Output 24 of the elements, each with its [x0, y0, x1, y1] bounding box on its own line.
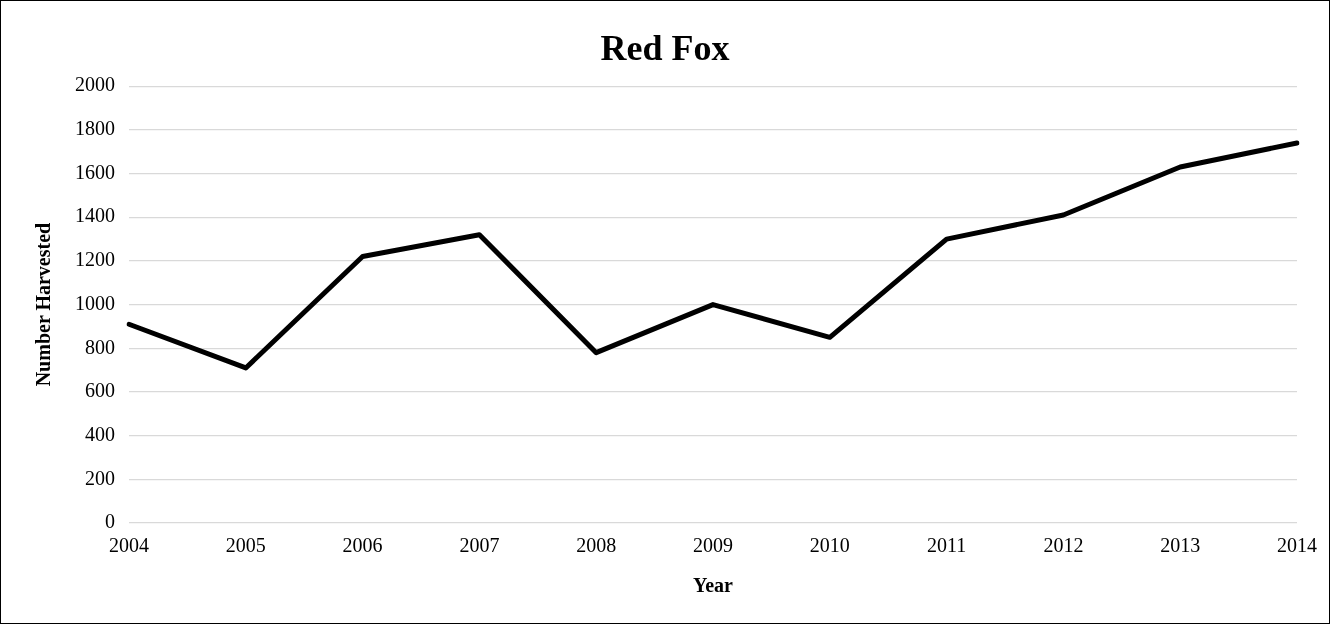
- y-tick-label: 2000: [75, 73, 115, 96]
- y-tick-label: 1200: [75, 248, 115, 271]
- chart-title: Red Fox: [600, 27, 730, 68]
- y-tick-label: 1800: [75, 117, 115, 140]
- x-tick-label: 2008: [576, 534, 617, 557]
- y-tick-label: 1600: [75, 160, 115, 183]
- x-tick-label: 2010: [809, 534, 850, 557]
- x-tick-label: 2007: [459, 534, 500, 557]
- y-tick-label: 200: [85, 466, 115, 489]
- x-tick-label: 2013: [1160, 534, 1201, 557]
- y-axis-title: Number Harvested: [32, 222, 55, 387]
- x-tick-label: 2006: [342, 534, 383, 557]
- x-tick-label: 2011: [926, 534, 967, 557]
- x-tick-label: 2005: [225, 534, 266, 557]
- y-tick-label: 400: [85, 422, 115, 445]
- x-tick-label: 2014: [1277, 534, 1317, 557]
- x-tick-label: 2012: [1043, 534, 1084, 557]
- y-tick-label: 600: [85, 379, 115, 402]
- y-tick-label: 0: [105, 510, 115, 533]
- x-tick-label: 2009: [693, 534, 733, 557]
- y-tick-label: 800: [85, 335, 115, 358]
- y-tick-label: 1000: [75, 291, 115, 314]
- y-tick-label: 1400: [75, 204, 115, 227]
- x-tick-label: 2004: [109, 534, 149, 557]
